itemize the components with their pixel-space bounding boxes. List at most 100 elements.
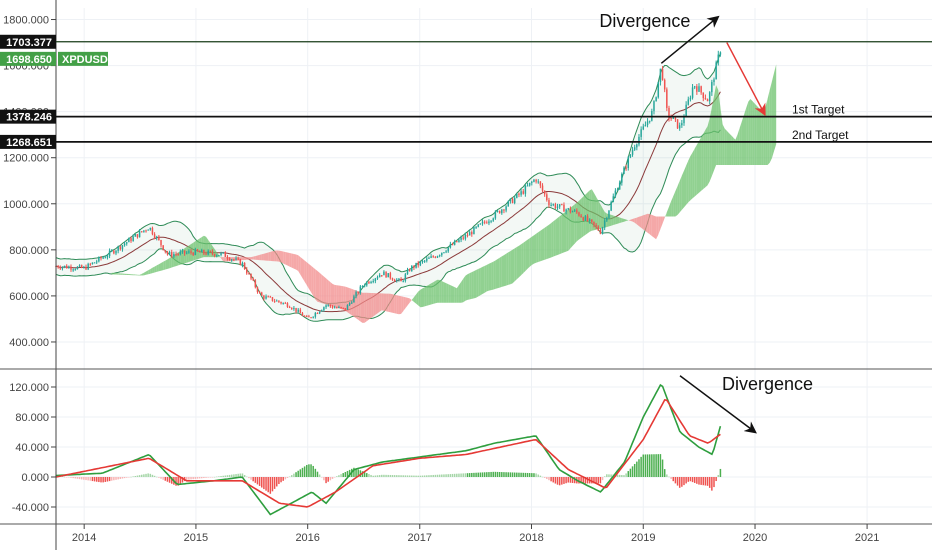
cloud-segment (431, 282, 434, 305)
cloud-segment (128, 274, 131, 276)
cloud-segment (645, 213, 648, 233)
candle (629, 154, 632, 158)
candle (441, 252, 443, 256)
cloud-segment (501, 255, 504, 287)
candle (426, 258, 428, 261)
macd-histogram-bar (621, 474, 623, 477)
candle (648, 120, 651, 122)
candle (65, 265, 68, 269)
cloud-segment (398, 295, 402, 315)
macd-histogram-bar (471, 472, 473, 477)
cloud-segment (388, 293, 391, 313)
cloud-segment (163, 260, 166, 271)
cloud-segment (463, 275, 466, 303)
cloud-segment (559, 214, 562, 255)
macd-histogram-bar (666, 474, 668, 477)
candle (57, 266, 59, 268)
candle (215, 255, 218, 257)
cloud-segment (587, 190, 590, 234)
cloud-segment (484, 264, 487, 293)
candle (511, 198, 514, 203)
macd-histogram-bar (63, 476, 66, 478)
macd-histogram-bar (625, 473, 627, 477)
macd-histogram-bar (117, 477, 119, 480)
macd-histogram-bar (460, 473, 462, 477)
macd-histogram-bar (438, 474, 441, 477)
macd-histogram-bar (408, 475, 411, 477)
macd-histogram-bar (113, 477, 115, 481)
macd-histogram-bar (657, 454, 660, 477)
macd-histogram-bar (644, 454, 647, 477)
candle (72, 269, 74, 271)
cloud-segment (660, 216, 663, 230)
cloud-segment (615, 216, 618, 225)
cloud-segment (311, 265, 314, 296)
candle (533, 179, 535, 182)
macd-histogram-bar (608, 474, 610, 477)
macd-histogram-bar (426, 475, 428, 477)
cloud-segment (458, 282, 462, 303)
candle (698, 86, 700, 92)
ytick-label-macd: 0.000 (21, 472, 49, 484)
cloud-segment (512, 248, 515, 284)
candle (421, 260, 424, 262)
cloud-segment (461, 278, 464, 303)
macd-histogram-bar (580, 477, 582, 484)
candle (113, 250, 115, 254)
candle (143, 230, 145, 232)
candle (140, 231, 143, 233)
cloud-segment (551, 221, 554, 258)
candle (220, 252, 222, 256)
candle (359, 286, 362, 293)
cloud-segment (598, 200, 601, 230)
level-badge (0, 134, 56, 149)
candle (576, 210, 578, 213)
macd-histogram-bar (308, 464, 310, 477)
macd-histogram-bar (95, 477, 98, 482)
macd-histogram-bar (357, 469, 359, 477)
cloud-segment (148, 269, 151, 275)
macd-histogram-bar (291, 475, 293, 477)
macd-histogram-bar (548, 477, 550, 481)
cloud-segment (150, 267, 153, 274)
candle (115, 250, 117, 254)
candle (68, 266, 70, 269)
candle (179, 251, 182, 255)
macd-histogram-bar (306, 464, 308, 477)
cloud-segment (624, 218, 627, 222)
cloud-segment (703, 129, 706, 189)
level-label: 1703.377 (6, 37, 52, 49)
candle (618, 182, 621, 190)
candle (252, 278, 254, 281)
cloud-segment (375, 293, 378, 315)
cloud-segment (666, 206, 669, 217)
macd-histogram-bar (638, 459, 640, 477)
candle (177, 254, 179, 256)
cloud-segment (244, 257, 247, 260)
candle (573, 210, 576, 212)
cloud-segment (759, 108, 762, 165)
cloud-segment (257, 254, 260, 261)
cloud-segment (332, 283, 335, 308)
macd-histogram-bar (188, 477, 190, 480)
candle (291, 307, 293, 310)
cloud-segment (405, 297, 408, 309)
macd-histogram-bar (636, 461, 638, 477)
cloud-segment (266, 252, 269, 261)
cloud-segment (664, 212, 667, 218)
candle (327, 304, 329, 306)
macd-histogram-bar (361, 471, 364, 477)
candle (659, 68, 662, 82)
candle (670, 117, 672, 119)
candle (87, 263, 89, 270)
cloud-segment (435, 279, 438, 304)
macd-histogram-bar (348, 469, 351, 477)
macd-histogram-bar (535, 473, 537, 477)
macd-histogram-bar (106, 477, 109, 482)
cloud-segment (506, 252, 509, 286)
cloud-segment (197, 238, 200, 260)
bollinger-upper (55, 53, 721, 305)
cloud-segment (268, 251, 271, 261)
price-pane (55, 50, 777, 323)
macd-histogram-bar (488, 472, 490, 477)
